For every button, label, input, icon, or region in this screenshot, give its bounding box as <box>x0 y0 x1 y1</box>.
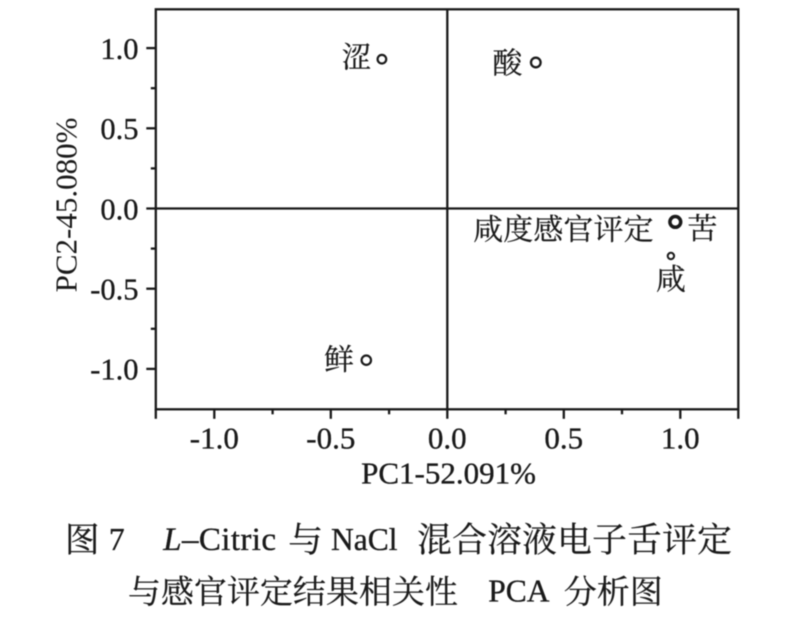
svg-text:0.5: 0.5 <box>100 112 138 146</box>
svg-text:-1.0: -1.0 <box>90 353 138 387</box>
svg-text:7: 7 <box>109 522 125 557</box>
svg-text:0.0: 0.0 <box>100 192 138 226</box>
svg-text:L–Citric: L–Citric <box>162 522 276 558</box>
svg-text:-0.5: -0.5 <box>306 420 355 455</box>
svg-text:0.5: 0.5 <box>544 420 583 455</box>
svg-text:NaCl: NaCl <box>331 522 398 557</box>
svg-text:PC2-45.080%: PC2-45.080% <box>48 118 83 293</box>
svg-text:-0.5: -0.5 <box>90 273 138 307</box>
svg-text:PC1-52.091%: PC1-52.091% <box>361 456 536 491</box>
svg-text:0.0: 0.0 <box>428 420 467 455</box>
svg-text:PCA: PCA <box>488 574 550 609</box>
svg-text:1.0: 1.0 <box>100 32 138 66</box>
svg-text:-1.0: -1.0 <box>190 420 239 455</box>
svg-text:1.0: 1.0 <box>661 420 700 455</box>
